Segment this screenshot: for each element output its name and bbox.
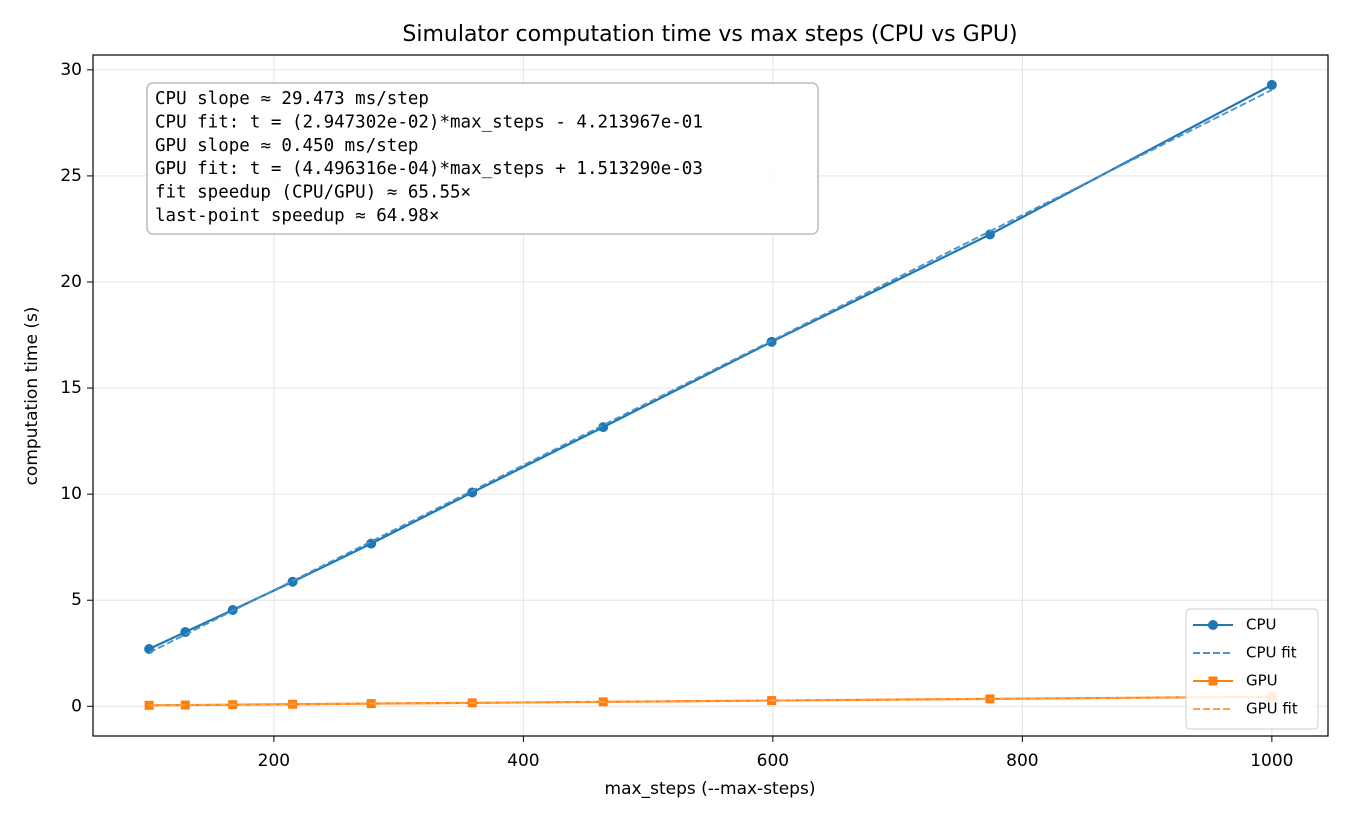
annotation: GPU fit: t = (4.496316e-04)*max_steps + … (155, 159, 703, 179)
legend-label: CPU fit (1246, 644, 1297, 662)
legend-label: GPU fit (1246, 700, 1298, 718)
legend-label: CPU (1246, 616, 1277, 634)
y-tick-label: 25 (60, 166, 82, 186)
y-tick-label: 15 (60, 378, 82, 398)
y-tick-label: 30 (60, 60, 82, 80)
legend-box (1185, 608, 1319, 730)
legend-label: GPU (1246, 672, 1278, 690)
x-tick-label: 400 (507, 751, 539, 771)
point (766, 336, 777, 347)
y-tick-label: 5 (71, 590, 82, 610)
legend-marker (1208, 676, 1218, 686)
point (180, 627, 191, 638)
annotation: CPU fit: t = (2.947302e-02)*max_steps - … (155, 112, 703, 132)
annotation: GPU slope ≈ 0.450 ms/step (155, 136, 418, 156)
series-line (148, 89, 1273, 654)
axes-frame (92, 54, 1329, 737)
point (1266, 79, 1277, 90)
annotation-box (146, 82, 819, 235)
chart-title: Simulator computation time vs max steps … (402, 22, 1017, 47)
annotation: last-point speedup ≈ 64.98× (155, 206, 439, 226)
y-tick-label: 10 (60, 484, 82, 504)
annotation: CPU slope ≈ 29.473 ms/step (155, 89, 429, 109)
x-tick-label: 200 (258, 751, 290, 771)
series-line (148, 83, 1273, 651)
point (984, 229, 995, 240)
y-tick-label: 20 (60, 272, 82, 292)
series-line (149, 695, 1272, 707)
x-tick-label: 1000 (1250, 751, 1293, 771)
x-axis-label: max_steps (--max-steps) (605, 779, 816, 799)
point (144, 700, 154, 710)
annotation: fit speedup (CPU/GPU) ≈ 65.55× (155, 183, 471, 203)
x-tick-label: 800 (1006, 751, 1038, 771)
x-tick-label: 600 (757, 751, 789, 771)
y-axis-label: computation time (s) (22, 307, 42, 486)
y-tick-label: 0 (71, 696, 82, 716)
legend-marker (1208, 620, 1218, 630)
